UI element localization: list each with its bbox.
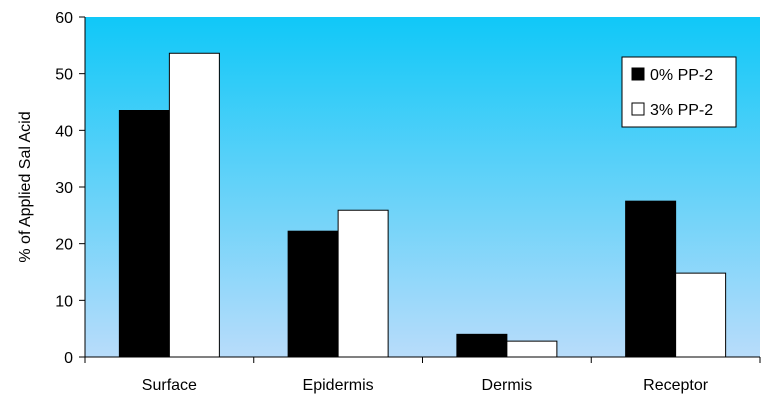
y-ticks-group: 0 10 20 30 40 50 60: [55, 10, 85, 367]
y-tick-label: 0: [64, 350, 73, 367]
x-tick-label: Dermis: [482, 377, 533, 394]
bars-group: [118, 52, 727, 358]
legend-swatch-0: [631, 67, 645, 81]
x-tick-label: Surface: [142, 377, 197, 394]
y-axis-label: % of Applied Sal Acid: [17, 111, 34, 262]
y-tick-label: 10: [55, 293, 73, 310]
bar-receptor-series-0: [625, 200, 677, 358]
legend-label-1: 3% PP-2: [650, 102, 713, 119]
y-tick-label: 50: [55, 67, 73, 84]
y-tick-label: 30: [55, 180, 73, 197]
x-tick-label: Epidermis: [303, 377, 374, 394]
bar-epidermis-series-1: [337, 209, 389, 358]
legend-label-0: 0% PP-2: [650, 67, 713, 84]
x-ticks-group: Surface Epidermis Dermis Receptor: [84, 357, 761, 394]
y-tick-label: 60: [55, 10, 73, 27]
bar-epidermis-series-0: [287, 230, 339, 358]
bar-surface-series-1: [168, 52, 220, 358]
y-tick-label: 20: [55, 237, 73, 254]
x-tick-label: Receptor: [643, 377, 709, 394]
bar-receptor-series-1: [675, 272, 727, 358]
bar-surface-series-0: [118, 110, 170, 358]
bar-dermis-series-1: [506, 340, 558, 358]
legend-swatch-1: [631, 102, 645, 116]
legend: 0% PP-2 3% PP-2: [621, 56, 737, 128]
y-tick-label: 40: [55, 123, 73, 140]
bar-dermis-series-0: [456, 333, 508, 358]
